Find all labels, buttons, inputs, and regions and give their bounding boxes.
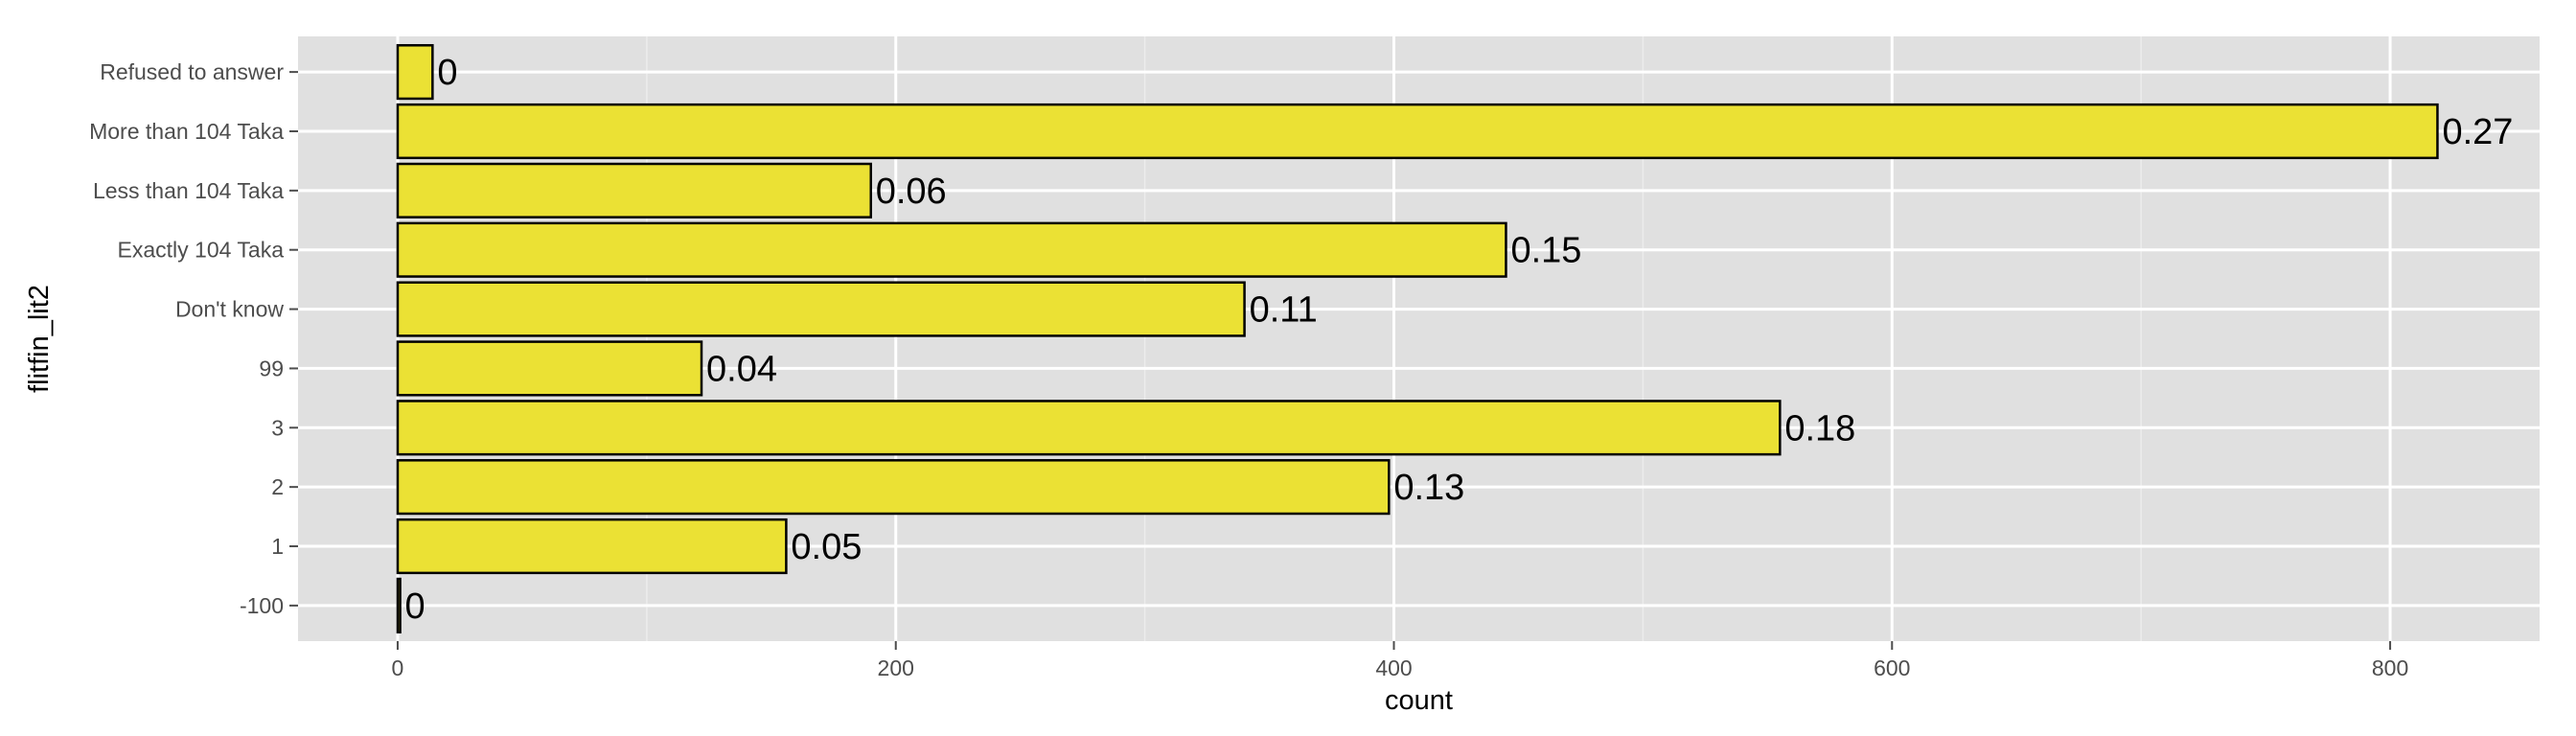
y-tick-label: 1	[271, 534, 284, 559]
data-label: 0.05	[791, 527, 862, 567]
data-labels: 0 0.05 0.13 0.18 0.04 0.11 0.15 0.06 0.27 0	[405, 53, 2514, 627]
bar	[396, 577, 402, 633]
data-label: 0.11	[1250, 290, 1318, 331]
y-tick-label: 3	[271, 415, 284, 440]
y-tick-label: Less than 104 Taka	[93, 178, 284, 203]
data-label: 0.06	[876, 172, 947, 212]
bars	[396, 44, 2439, 633]
bar	[396, 162, 872, 218]
bar	[396, 340, 703, 397]
x-axis-title: count	[1385, 685, 1453, 716]
y-tick-label: Don't know	[175, 297, 284, 322]
x-tick-label: 0	[392, 656, 404, 680]
y-axis-title: flitfin_lit2	[24, 285, 55, 393]
y-tick-label: 99	[259, 356, 284, 380]
bar	[396, 221, 1507, 278]
y-axis: -100 1 2 3 99 Don't know Exactly 104 Taka Less …	[89, 59, 298, 618]
data-label: 0	[405, 586, 426, 627]
bar	[396, 103, 2439, 160]
data-label: 0	[437, 53, 457, 93]
y-tick-label: 2	[271, 474, 284, 499]
y-tick-label: More than 104 Taka	[89, 119, 284, 144]
y-tick-label: Exactly 104 Taka	[118, 238, 285, 263]
bar	[396, 281, 1246, 337]
bar	[396, 44, 434, 101]
x-tick-label: 400	[1375, 656, 1412, 680]
data-label: 0.15	[1510, 231, 1581, 271]
data-label: 0.18	[1784, 408, 1855, 448]
y-tick-label: Refused to answer	[100, 59, 284, 84]
data-label: 0.04	[706, 349, 777, 389]
bar	[396, 459, 1391, 516]
data-label: 0.13	[1393, 468, 1464, 508]
bar	[396, 518, 788, 575]
bar	[396, 400, 1782, 456]
x-tick-label: 200	[878, 656, 914, 680]
x-tick-label: 800	[2372, 656, 2408, 680]
x-axis: 0 200 400 600 800	[392, 641, 2408, 680]
x-tick-label: 600	[1874, 656, 1910, 680]
y-tick-label: -100	[240, 593, 284, 618]
data-label: 0.27	[2442, 112, 2513, 152]
